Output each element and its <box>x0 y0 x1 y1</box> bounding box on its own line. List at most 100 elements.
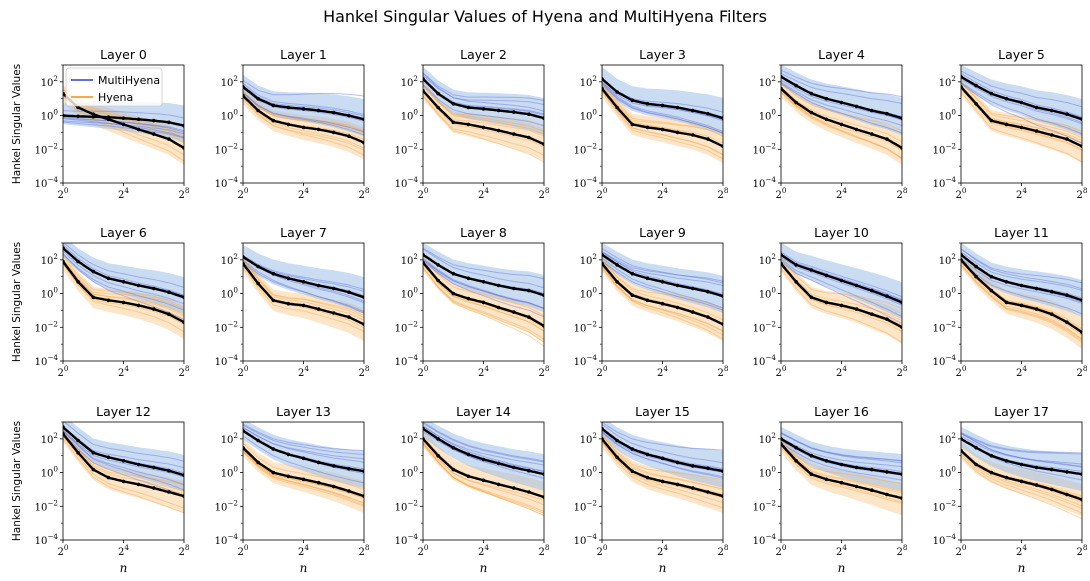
y-tick-label: 102 <box>221 252 238 267</box>
panel-title: Layer 1 <box>280 47 327 62</box>
x-axis-label: n <box>300 561 308 575</box>
multihyena-mean-point <box>76 114 80 119</box>
panel-title: Layer 9 <box>639 225 686 240</box>
multihyena-spread-line-5 <box>243 262 364 313</box>
multihyena-band <box>63 243 184 315</box>
x-tick-label: 20 <box>418 543 429 558</box>
x-tick-label: 24 <box>118 186 129 201</box>
hyena-spread-line-4 <box>781 439 902 485</box>
y-tick-label: 102 <box>759 252 776 267</box>
hyena-spread-line-4 <box>961 84 1082 144</box>
multihyena-spread-line-6 <box>602 251 723 282</box>
x-tick-label: 20 <box>238 364 249 379</box>
multihyena-spread-line-5 <box>961 260 1082 315</box>
multihyena-mean-point <box>1019 100 1024 105</box>
hyena-spread-line-1 <box>602 89 723 156</box>
hyena-mean-point <box>256 281 260 286</box>
hyena-spread-line-5 <box>63 430 184 492</box>
plot-area <box>602 243 723 342</box>
multihyena-spread-line-3 <box>602 248 723 284</box>
hyena-spread-line-6 <box>243 450 364 504</box>
hyena-mean-point <box>602 261 604 266</box>
multihyena-mean-point <box>961 437 963 441</box>
panel-title: Layer 15 <box>635 404 690 419</box>
multihyena-spread-line-4 <box>602 251 723 296</box>
panel-title: Layer 13 <box>276 404 331 419</box>
panel-title: Layer 11 <box>994 225 1049 240</box>
y-tick-label: 102 <box>221 431 238 446</box>
hyena-mean-point <box>332 311 336 315</box>
multihyena-mean-point <box>182 295 184 300</box>
hyena-spread-line-5 <box>602 266 723 340</box>
hyena-mean-point <box>301 125 306 130</box>
hyena-mean-point <box>347 315 351 319</box>
multihyena-spread-line-6 <box>961 258 1082 304</box>
hyena-spread-line-6 <box>243 99 364 151</box>
hyena-mean-point <box>630 122 635 127</box>
multihyena-spread-line-4 <box>961 248 1082 290</box>
y-tick-label: 100 <box>401 108 419 123</box>
multihyena-mean-point <box>645 276 650 281</box>
legend-label: MultiHyena <box>98 74 160 87</box>
multihyena-mean-point <box>1034 286 1039 291</box>
multihyena-mean-point <box>527 112 531 116</box>
hyena-spread-line-5 <box>243 442 364 490</box>
y-tick-label: 10−2 <box>574 319 597 334</box>
multihyena-mean-point <box>1034 105 1039 110</box>
multihyena-mean-point <box>870 288 874 293</box>
multihyena-mean-point <box>854 104 859 109</box>
x-tick-label: 28 <box>359 543 370 558</box>
y-tick-label: 10−2 <box>753 498 776 513</box>
hyena-mean-point <box>256 460 260 465</box>
x-tick-label: 20 <box>238 543 249 558</box>
hyena-mean-point <box>809 295 814 300</box>
multihyena-spread-line-2 <box>423 422 544 463</box>
hyena-mean-point <box>989 118 994 123</box>
multihyena-mean-point <box>347 113 351 118</box>
multihyena-mean-point <box>63 425 65 429</box>
panel-layer-1: Layer 1 10−4 10−2 100 102 20 24 28 <box>215 47 370 201</box>
hyena-mean-point <box>794 459 798 463</box>
hyena-mean-point <box>615 280 619 284</box>
hyena-mean-point <box>870 312 874 317</box>
panel-layer-15: Layer 15 10−4 10−2 100 102 20 24 28 n <box>574 404 729 575</box>
multihyena-spread-line-3 <box>781 79 902 121</box>
multihyena-mean-point <box>1065 470 1069 474</box>
multihyena-spread-line-6 <box>243 259 364 314</box>
hyena-mean-point <box>347 489 351 493</box>
x-tick-label: 20 <box>418 364 429 379</box>
multihyena-spread-line-4 <box>63 243 184 288</box>
hyena-mean-point <box>1019 125 1024 130</box>
y-tick-label: 102 <box>580 252 597 267</box>
multihyena-mean-point <box>870 108 874 113</box>
multihyena-mean-point <box>286 105 291 110</box>
plot-area <box>63 422 184 514</box>
hyena-spread-line-4 <box>961 264 1082 341</box>
hyena-mean-point <box>301 477 306 482</box>
multihyena-mean-point <box>466 105 471 110</box>
hyena-spread-line-2 <box>961 455 1082 520</box>
hyena-spread-line-3 <box>423 442 544 501</box>
x-tick-label: 20 <box>956 543 967 558</box>
hyena-spread-line-0 <box>961 452 1082 509</box>
multihyena-band <box>243 74 364 137</box>
multihyena-mean-point <box>332 110 336 115</box>
plot-area <box>423 422 544 517</box>
x-axis-label: n <box>480 561 488 575</box>
multihyena-spread-line-3 <box>781 251 902 298</box>
multihyena-band <box>781 65 902 135</box>
multihyena-spread-line-1 <box>63 253 184 311</box>
multihyena-spread-line-2 <box>602 257 723 309</box>
multihyena-spread-line-3 <box>423 258 544 309</box>
hyena-spread-line-2 <box>423 267 544 347</box>
multihyena-spread-line-1 <box>961 433 1082 467</box>
hyena-spread-line-1 <box>602 434 723 490</box>
hyena-band <box>961 77 1082 164</box>
hyena-mean-point <box>512 486 516 490</box>
plot-area <box>961 65 1082 164</box>
panel-layer-14: Layer 14 10−4 10−2 100 102 20 24 28 n <box>395 404 550 575</box>
multihyena-spread-line-6 <box>602 81 723 133</box>
hyena-mean-point <box>1004 475 1009 480</box>
multihyena-spread-line-3 <box>961 433 1082 455</box>
hyena-spread-line-0 <box>961 88 1082 151</box>
